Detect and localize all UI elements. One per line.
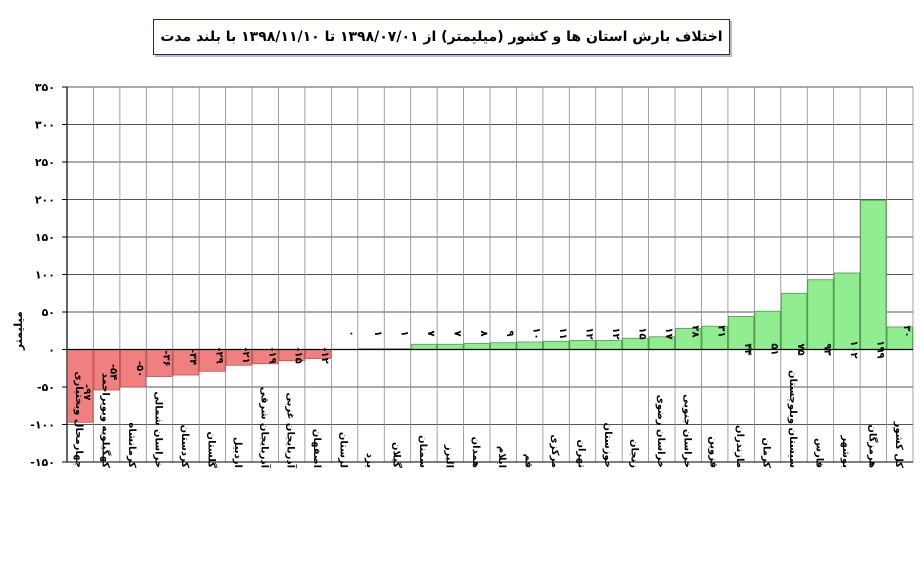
bar	[93, 349, 120, 391]
category-label: خوزستان	[602, 423, 613, 468]
category-label: سیستان وبلوچستان	[787, 370, 798, 468]
data-label: ۱	[398, 330, 409, 336]
bar	[67, 349, 94, 423]
category-label: گیلان	[390, 442, 403, 468]
data-label: -۹۷	[81, 384, 92, 400]
bar	[119, 349, 147, 388]
category-label: هرمزگان	[866, 424, 879, 468]
y-tick-label: ۲۵۰	[35, 156, 55, 169]
data-label: ۸	[478, 330, 489, 336]
bar	[833, 272, 861, 350]
bar	[490, 342, 517, 350]
category-label: کردستان	[179, 425, 190, 469]
chart-title: اختلاف بارش استان ها و کشور (میلیمتر) از…	[160, 29, 723, 45]
category-label: کهگیلویه وبویراحمد	[100, 373, 113, 468]
bar	[754, 310, 781, 350]
data-label: ۰	[346, 330, 357, 336]
data-label: -۳۴	[187, 349, 198, 365]
data-label: -۵۴	[108, 364, 119, 380]
data-label: ۱۷	[663, 327, 674, 339]
y-tick-label: ۵۰	[42, 306, 55, 319]
y-tick-label: ۲۰۰	[35, 194, 55, 207]
bar	[860, 199, 887, 350]
category-label: قم	[523, 454, 534, 468]
category-label: خراسان شمالی	[153, 391, 164, 468]
data-label: -۲۱	[240, 347, 251, 363]
data-label: ۱۵	[636, 327, 647, 339]
bar	[569, 340, 596, 350]
category-label: لرستان	[338, 432, 349, 468]
category-label: اردبیل	[232, 437, 243, 468]
category-label: یزد	[364, 453, 375, 468]
data-label: ۱۲	[610, 327, 621, 339]
bar	[146, 349, 173, 377]
category-label: چهارمحال وبختیاری	[73, 371, 84, 468]
category-label: البرز	[443, 444, 454, 468]
bar	[595, 340, 623, 350]
bar	[437, 343, 464, 350]
category-label: کل کشور	[893, 421, 904, 468]
data-label: -۱۹	[266, 347, 277, 363]
data-label: -۱۵	[293, 347, 304, 363]
data-label: ۱۱	[557, 327, 568, 339]
category-label: اصفهان	[311, 429, 322, 468]
category-label: کرمانشاه	[126, 422, 137, 468]
data-label: ۲۸	[689, 325, 700, 337]
category-label: سمنان	[417, 435, 428, 468]
category-label: قزوین	[708, 436, 719, 468]
category-label: مرکزی	[549, 434, 560, 468]
category-label: آذربایجان شرقی	[258, 387, 271, 469]
category-label: کرمان	[761, 437, 772, 468]
category-label: فارس	[813, 438, 824, 468]
y-tick-label: ۳۰۰	[35, 119, 55, 132]
data-label: -۳۶	[161, 350, 172, 366]
data-label: ۱۰	[531, 327, 542, 339]
data-label: ۱۲	[584, 327, 595, 339]
data-label: -۱۲	[319, 347, 330, 363]
y-tick-label: ۰	[48, 344, 55, 357]
y-tick-label: -۵۰	[37, 381, 55, 394]
bar	[410, 343, 438, 350]
y-tick-label: -۱۰۰	[30, 419, 55, 432]
category-label: تهران	[576, 439, 587, 468]
bar	[516, 341, 543, 350]
bar	[622, 337, 649, 350]
data-label: ۹	[504, 330, 515, 336]
category-label: گلستان	[205, 432, 218, 469]
y-tick-label: ۱۰۰	[35, 269, 55, 282]
bar	[780, 292, 808, 350]
y-axis-label: میلیمتر	[12, 311, 25, 351]
category-label: همدان	[470, 437, 481, 468]
data-label: ۳۱	[716, 325, 727, 337]
data-label: -۲۹	[213, 347, 224, 363]
category-label: خراسان رضوی	[655, 395, 666, 468]
category-label: مازندران	[734, 425, 745, 468]
category-label: زنجان	[628, 439, 639, 468]
category-label: آذربایجان غربی	[285, 393, 298, 469]
bar	[463, 343, 490, 350]
data-label: ۷	[451, 330, 462, 336]
category-label: ایلام	[496, 446, 507, 468]
bar	[807, 279, 834, 350]
y-tick-label: ۱۵۰	[35, 231, 55, 244]
y-tick-label: -۱۵۰	[30, 456, 55, 469]
data-label: ۷	[425, 330, 436, 336]
y-tick-label: ۳۵۰	[35, 81, 55, 94]
chart-title-box: اختلاف بارش استان ها و کشور (میلیمتر) از…	[153, 19, 730, 55]
data-label: -۵۰	[134, 361, 145, 377]
category-label: بوشهر	[840, 434, 851, 468]
data-label: ۳۰	[901, 325, 912, 337]
bar	[542, 340, 570, 350]
bar	[728, 316, 755, 350]
category-label: خراسان جنوبی	[681, 394, 692, 468]
data-label: ۱	[372, 330, 383, 336]
